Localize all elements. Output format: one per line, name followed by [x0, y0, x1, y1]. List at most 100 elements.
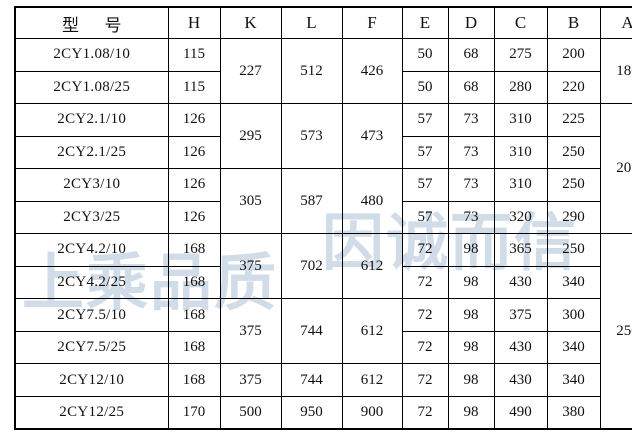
cell-b: 300	[546, 298, 601, 332]
cell-l: 744	[280, 363, 343, 397]
column-header-d: D	[447, 6, 495, 39]
cell-k: 305	[219, 168, 282, 235]
cell-model: 2CY12/10	[14, 363, 169, 397]
spec-table-container: 型 号 H K L F E D C B A S 2CY1.08/10115227…	[14, 6, 632, 430]
table-row: 2CY3/25 126 57 73 320 290	[14, 200, 632, 235]
cell-b: 340	[546, 363, 601, 397]
cell-e: 50	[401, 38, 449, 72]
table-body: 2CY1.08/101152275124265068275200180952CY…	[14, 37, 632, 430]
cell-k: 375	[219, 298, 282, 365]
pump-dimension-table: 型 号 H K L F E D C B A S 2CY1.08/10115227…	[14, 6, 632, 430]
cell-model: 2CY3/10	[14, 168, 169, 202]
cell-c: 490	[493, 395, 548, 430]
cell-model: 2CY2.1/10	[14, 103, 169, 137]
cell-c: 430	[493, 330, 548, 365]
cell-c: 310	[493, 168, 548, 202]
cell-e: 72	[401, 233, 449, 267]
cell-e: 72	[401, 395, 449, 430]
column-header-h: H	[167, 6, 221, 39]
cell-d: 98	[447, 265, 495, 300]
table-row: 2CY2.1/25 126 57 73 310 250	[14, 135, 632, 170]
cell-c: 275	[493, 38, 548, 72]
cell-h: 168	[167, 265, 221, 300]
cell-d: 98	[447, 330, 495, 365]
cell-l: 587	[280, 168, 343, 235]
cell-a: 250	[599, 233, 632, 430]
cell-c: 430	[493, 265, 548, 300]
cell-c: 430	[493, 363, 548, 397]
cell-f: 612	[341, 233, 403, 300]
table-header: 型 号 H K L F E D C B A S	[14, 6, 632, 39]
cell-d: 73	[447, 135, 495, 170]
cell-k: 500	[219, 395, 282, 430]
cell-d: 68	[447, 38, 495, 72]
column-header-a: A	[599, 6, 632, 39]
cell-f: 900	[341, 395, 403, 430]
cell-h: 126	[167, 168, 221, 202]
cell-h: 126	[167, 103, 221, 137]
cell-e: 72	[401, 265, 449, 300]
table-row: 2CY12/101683757446127298430340142	[14, 363, 632, 397]
cell-model: 2CY1.08/25	[14, 70, 169, 105]
cell-e: 57	[401, 168, 449, 202]
cell-a: 205	[599, 103, 632, 235]
cell-b: 200	[546, 38, 601, 72]
cell-model: 2CY3/25	[14, 200, 169, 235]
table-row: 2CY3/10 126 305 587 480 57 73 310 250	[14, 168, 632, 235]
cell-b: 250	[546, 233, 601, 267]
cell-k: 295	[219, 103, 282, 170]
cell-c: 280	[493, 70, 548, 105]
cell-d: 73	[447, 168, 495, 202]
cell-b: 340	[546, 265, 601, 300]
cell-b: 380	[546, 395, 601, 430]
table-row: 2CY7.5/10 168 375 744 612 72 98 375 300	[14, 298, 632, 365]
cell-h: 168	[167, 298, 221, 332]
cell-b: 340	[546, 330, 601, 365]
cell-f: 480	[341, 168, 403, 235]
cell-model: 2CY1.08/10	[14, 38, 169, 72]
cell-l: 512	[280, 37, 343, 105]
cell-h: 126	[167, 200, 221, 235]
cell-e: 72	[401, 330, 449, 365]
table-row: 2CY12/251705009509007298490380142	[14, 395, 632, 430]
column-header-e: E	[401, 6, 449, 39]
cell-c: 310	[493, 135, 548, 170]
cell-h: 115	[167, 70, 221, 105]
cell-k: 227	[219, 37, 282, 105]
cell-d: 73	[447, 103, 495, 137]
header-row: 型 号 H K L F E D C B A S	[14, 6, 632, 39]
cell-d: 98	[447, 395, 495, 430]
cell-b: 225	[546, 103, 601, 137]
cell-e: 57	[401, 200, 449, 235]
cell-model: 2CY12/25	[14, 395, 169, 430]
cell-model: 2CY7.5/25	[14, 330, 169, 365]
cell-b: 220	[546, 70, 601, 105]
column-header-f: F	[341, 6, 403, 39]
cell-f: 473	[341, 103, 403, 170]
cell-h: 126	[167, 135, 221, 170]
cell-l: 702	[280, 233, 343, 300]
cell-e: 57	[401, 135, 449, 170]
table-row: 2CY4.2/25 168 72 98 430 340	[14, 265, 632, 300]
cell-l: 744	[280, 298, 343, 365]
cell-model: 2CY2.1/25	[14, 135, 169, 170]
cell-e: 72	[401, 363, 449, 397]
column-header-b: B	[546, 6, 601, 39]
cell-b: 250	[546, 168, 601, 202]
cell-c: 310	[493, 103, 548, 137]
cell-h: 168	[167, 363, 221, 397]
column-header-model: 型 号	[14, 6, 169, 39]
cell-b: 250	[546, 135, 601, 170]
cell-c: 320	[493, 200, 548, 235]
table-row: 2CY7.5/25 168 72 98 430 340	[14, 330, 632, 365]
cell-d: 68	[447, 70, 495, 105]
cell-h: 168	[167, 233, 221, 267]
cell-f: 426	[341, 37, 403, 105]
cell-f: 612	[341, 298, 403, 365]
cell-e: 50	[401, 70, 449, 105]
column-header-c: C	[493, 6, 548, 39]
cell-h: 170	[167, 395, 221, 430]
cell-a: 180	[599, 37, 632, 105]
cell-h: 115	[167, 38, 221, 72]
cell-b: 290	[546, 200, 601, 235]
